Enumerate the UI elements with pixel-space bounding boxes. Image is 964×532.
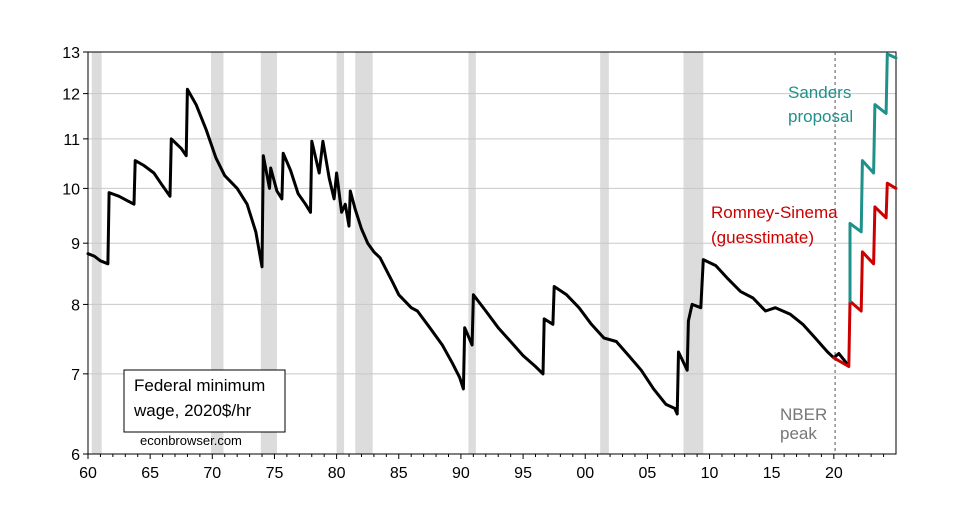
recession-band <box>355 52 373 454</box>
series-lines <box>86 52 898 416</box>
x-tick-label: 75 <box>266 465 284 482</box>
recession-band <box>600 52 609 454</box>
y-tick-label: 12 <box>62 87 80 104</box>
recession-band <box>336 52 345 454</box>
y-tick-label: 13 <box>62 45 80 62</box>
gridlines <box>88 93 896 375</box>
x-tick-label: 15 <box>763 465 781 482</box>
x-tick-label: 20 <box>825 465 843 482</box>
x-tick-label: 60 <box>79 465 97 482</box>
y-tick-label: 7 <box>71 367 80 384</box>
y-tick-label: 9 <box>71 236 80 253</box>
series-line-sanders <box>848 52 898 303</box>
recession-band <box>91 52 102 454</box>
x-tick-label: 00 <box>576 465 594 482</box>
series-line-federal <box>86 87 848 416</box>
x-tick-label: 10 <box>701 465 719 482</box>
recession-band <box>260 52 277 454</box>
y-tick-label: 10 <box>62 181 80 198</box>
x-tick-label: 80 <box>328 465 346 482</box>
recession-band <box>683 52 704 454</box>
legend-label: Federal minimum wage, 2020$/hr <box>133 376 270 420</box>
recession-bands <box>91 52 704 454</box>
x-tick-label: 95 <box>514 465 532 482</box>
sanders-annotation: Sanders proposal <box>788 83 856 126</box>
legend-box: Federal minimum wage, 2020$/hr <box>123 369 286 433</box>
series-line-romney_sinema <box>832 181 898 368</box>
y-tick-label: 11 <box>63 132 80 149</box>
x-tick-label: 05 <box>638 465 656 482</box>
x-tick-label: 90 <box>452 465 470 482</box>
y-tick-label: 6 <box>71 447 80 464</box>
romney-sinema-annotation: Romney-Sinema (guesstimate) <box>711 203 842 247</box>
x-tick-label: 65 <box>141 465 159 482</box>
nber-peak-label: NBER peak <box>780 405 832 443</box>
recession-band <box>468 52 476 454</box>
x-tick-label: 85 <box>390 465 408 482</box>
y-tick-label: 8 <box>71 297 80 314</box>
x-tick-label: 70 <box>203 465 221 482</box>
source-label: econbrowser.com <box>140 433 242 448</box>
axis-ticks: 6 7 8 9 10 11 12 13 60 65 70 75 80 85 90 95 00 05 10 15 20 <box>62 45 885 482</box>
